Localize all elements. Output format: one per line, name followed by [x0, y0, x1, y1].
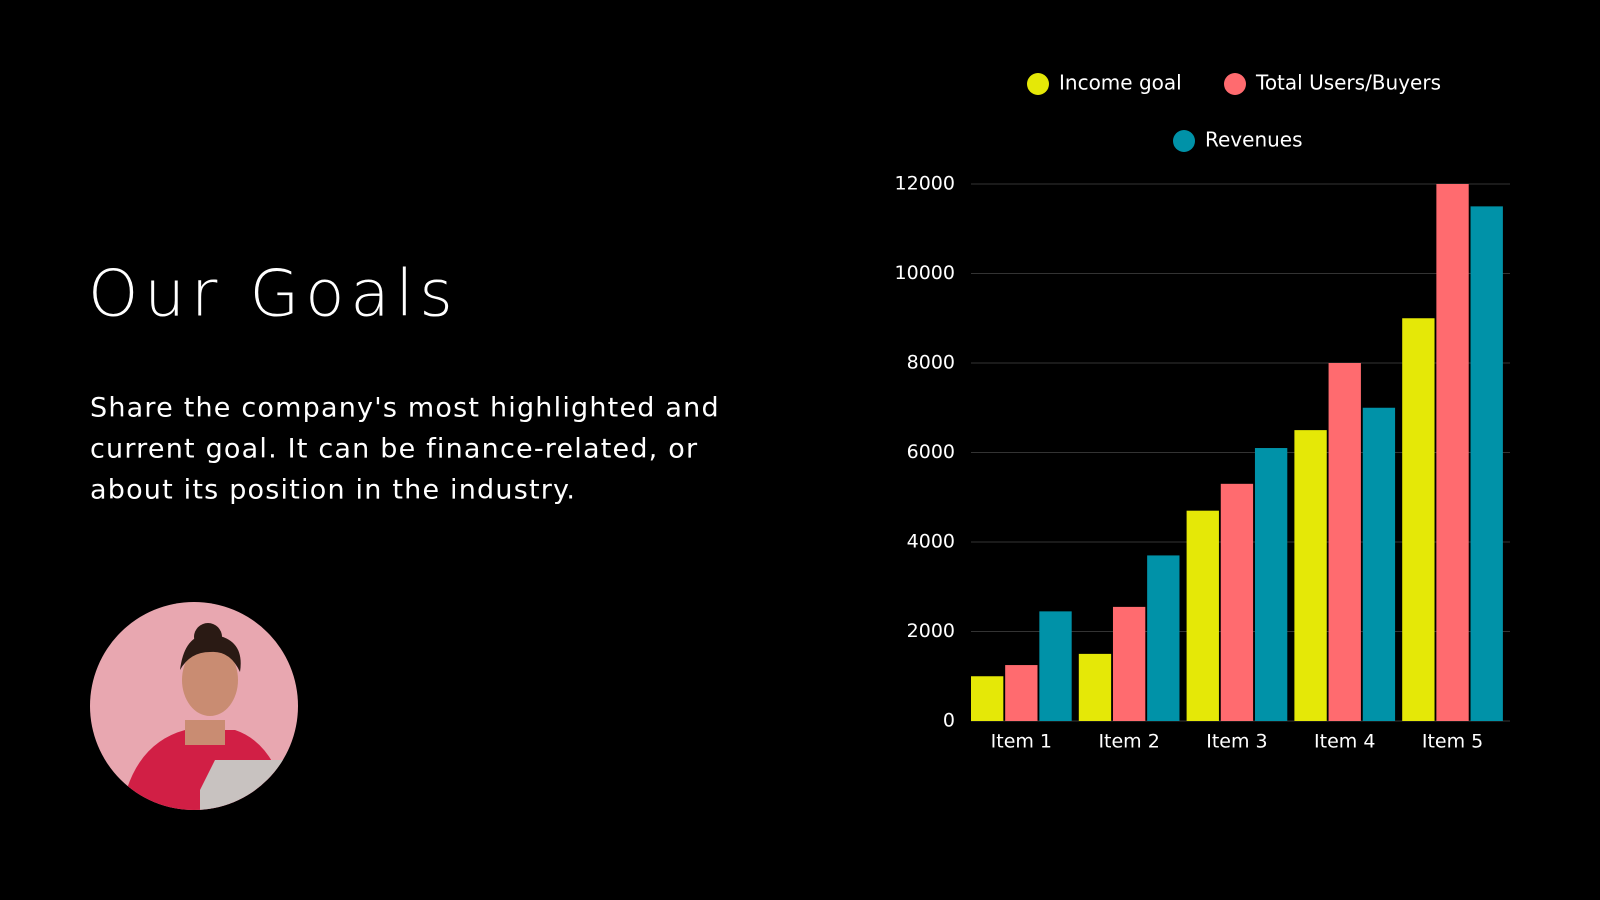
legend-label: Revenues: [1205, 128, 1303, 152]
bar: [1220, 483, 1254, 721]
bar: [1078, 653, 1112, 721]
body-line: about its position in the industry.: [90, 475, 576, 506]
bar: [1402, 318, 1435, 721]
bar: [1362, 407, 1396, 721]
x-tick-label: Item 1: [991, 731, 1052, 753]
y-tick-label: 2000: [907, 620, 955, 642]
y-tick-label: 0: [943, 710, 955, 732]
legend-swatch: [1027, 73, 1049, 95]
bar: [1147, 555, 1180, 721]
y-tick-label: 4000: [907, 531, 955, 553]
body-line: current goal. It can be finance-related,…: [90, 434, 698, 465]
bar: [1112, 606, 1146, 721]
slide-title: Our Goals: [88, 258, 459, 332]
legend-label: Total Users/Buyers: [1255, 71, 1441, 95]
x-tick-label: Item 2: [1098, 731, 1159, 753]
bar: [1294, 430, 1327, 721]
x-tick-label: Item 5: [1422, 731, 1483, 753]
x-tick-label: Item 3: [1206, 731, 1267, 753]
bar: [971, 676, 1004, 721]
legend-swatch: [1173, 130, 1195, 152]
bar: [1186, 510, 1219, 721]
y-tick-label: 10000: [895, 262, 955, 284]
bar: [1328, 363, 1361, 721]
legend-swatch: [1224, 73, 1246, 95]
body-line: Share the company's most highlighted and: [90, 393, 720, 424]
bar: [1436, 184, 1469, 721]
legend-label: Income goal: [1059, 71, 1182, 95]
bar: [1470, 206, 1503, 721]
bar: [1005, 665, 1038, 721]
bar: [1039, 611, 1072, 721]
bar: [1254, 448, 1288, 721]
y-tick-label: 12000: [895, 173, 955, 195]
y-tick-label: 6000: [907, 441, 955, 463]
y-tick-label: 8000: [907, 352, 955, 374]
profile-photo: [90, 602, 298, 810]
x-tick-label: Item 4: [1314, 731, 1375, 753]
